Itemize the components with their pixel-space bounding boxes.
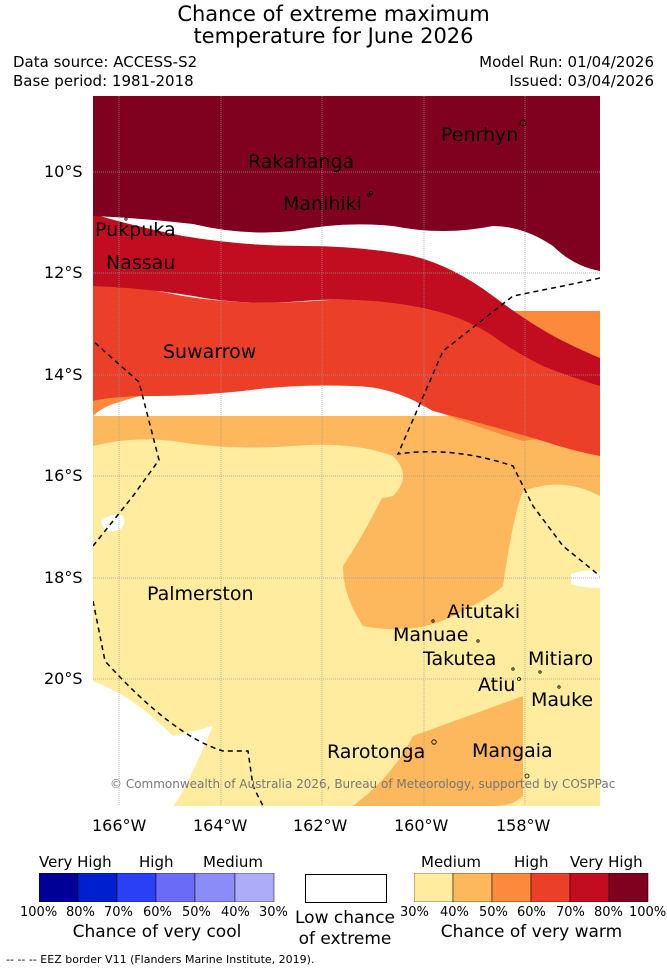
model-run-label: Model Run: 01/04/2026 xyxy=(479,53,654,71)
eez-border xyxy=(93,277,600,806)
probability-map xyxy=(93,96,600,806)
legend-cool-header-very-high: Very High xyxy=(39,853,112,871)
legend-cool-swatch xyxy=(234,873,275,902)
eez-footnote: -- -- -- EEZ border V11 (Flanders Marine… xyxy=(6,953,315,966)
legend-neutral-caption-line1: Low chance xyxy=(295,908,395,928)
legend-cool-pct: 30% xyxy=(259,905,288,920)
issued-label: Issued: 03/04/2026 xyxy=(509,72,654,90)
island-label-manuae: Manuae xyxy=(393,624,469,646)
legend-warm-pct: 50% xyxy=(479,905,508,920)
island-label-palmerston: Palmerston xyxy=(147,583,254,605)
lat-tick: 12°S xyxy=(44,263,83,282)
legend-warm-pct: 40% xyxy=(440,905,469,920)
legend-cool-pct: 80% xyxy=(66,905,95,920)
island-label-takutea: Takutea xyxy=(423,648,497,670)
island-label-rakahanga: Rakahanga xyxy=(248,151,355,173)
legend-warm-pct: 60% xyxy=(517,905,546,920)
legend-warm-swatch xyxy=(569,873,610,902)
lat-tick: 16°S xyxy=(44,466,83,485)
legend-cool-pct: 70% xyxy=(104,905,133,920)
legend-cool-swatch xyxy=(116,873,157,902)
legend-cool-swatch xyxy=(39,873,79,902)
lon-tick: 160°W xyxy=(394,816,449,835)
legend-cool-header-high: High xyxy=(139,853,174,871)
island-label-atiu: Atiu xyxy=(478,674,516,696)
lon-tick: 158°W xyxy=(496,816,551,835)
legend-cool-colorbar xyxy=(39,873,275,902)
low-chance-patch-east xyxy=(571,570,600,588)
legend-cool-swatch xyxy=(155,873,196,902)
zone-warm-30-upper xyxy=(93,439,403,516)
legend-warm-colorbar xyxy=(414,873,649,902)
zone-warm-30-inner xyxy=(93,461,600,736)
legend-cool-header-medium: Medium xyxy=(203,853,263,871)
zone-warm-70 xyxy=(93,214,600,386)
legend-cool-swatch xyxy=(77,873,118,902)
island-label-aitutaki: Aitutaki xyxy=(447,601,521,623)
island-label-mitiaro: Mitiaro xyxy=(528,648,594,670)
island-label-nassau: Nassau xyxy=(106,252,176,274)
island-label-rarotonga: Rarotonga xyxy=(327,741,426,763)
legend-cool-pct: 40% xyxy=(221,905,250,920)
island-label-mangaia: Mangaia xyxy=(472,740,553,762)
zone-warm-60 xyxy=(93,281,600,456)
island-markers xyxy=(124,119,561,779)
legend-warm-header-high: High xyxy=(514,853,549,871)
legend-warm-pct: 80% xyxy=(594,905,623,920)
lon-tick: 162°W xyxy=(293,816,348,835)
legend-warm-swatch xyxy=(608,873,649,902)
legend-warm-swatch xyxy=(452,873,493,902)
island-label-penrhyn: Penrhyn xyxy=(441,124,519,146)
island-label-pukpuka: Pukpuka xyxy=(95,219,176,241)
chart-title-line2: temperature for June 2026 xyxy=(193,24,474,48)
map-copyright: © Commonwealth of Australia 2026, Bureau… xyxy=(110,777,616,791)
lat-tick: 14°S xyxy=(44,365,83,384)
low-chance-patch xyxy=(101,514,125,532)
lon-tick: 166°W xyxy=(92,816,147,835)
island-label-manihiki: Manihiki xyxy=(283,193,362,215)
legend-cool-pct: 50% xyxy=(182,905,211,920)
island-label-mauke: Mauke xyxy=(531,689,594,711)
lon-tick: 164°W xyxy=(193,816,248,835)
lat-tick: 18°S xyxy=(44,568,83,587)
legend-warm-swatch xyxy=(414,873,454,902)
legend-warm-header-medium: Medium xyxy=(421,853,481,871)
legend-warm-swatch xyxy=(491,873,532,902)
chart-title-line1: Chance of extreme maximum xyxy=(177,2,490,26)
legend-cool-pct: 60% xyxy=(143,905,172,920)
data-source-label: Data source: ACCESS-S2 xyxy=(13,53,198,71)
base-period-label: Base period: 1981-2018 xyxy=(13,72,194,90)
low-chance-patch-south xyxy=(93,705,147,756)
legend-cool-caption: Chance of very cool xyxy=(72,922,242,942)
legend-cool-swatch xyxy=(194,873,236,902)
legend-neutral-swatch xyxy=(305,874,387,903)
legend-warm-pct: 100% xyxy=(629,905,667,920)
graticule xyxy=(93,96,600,806)
legend-warm-pct: 70% xyxy=(556,905,585,920)
legend-cool-pct: 100% xyxy=(20,905,58,920)
legend-warm-caption: Chance of very warm xyxy=(440,922,623,942)
legend-neutral-caption-line2: of extreme xyxy=(298,929,392,949)
island-label-suwarrow: Suwarrow xyxy=(163,341,257,363)
lat-tick: 10°S xyxy=(44,162,83,181)
zone-warm-80 xyxy=(93,96,600,271)
legend-warm-pct: 30% xyxy=(400,905,429,920)
legend-warm-swatch xyxy=(530,873,571,902)
lat-tick: 20°S xyxy=(44,669,83,688)
legend-warm-header-very-high: Very High xyxy=(570,853,643,871)
